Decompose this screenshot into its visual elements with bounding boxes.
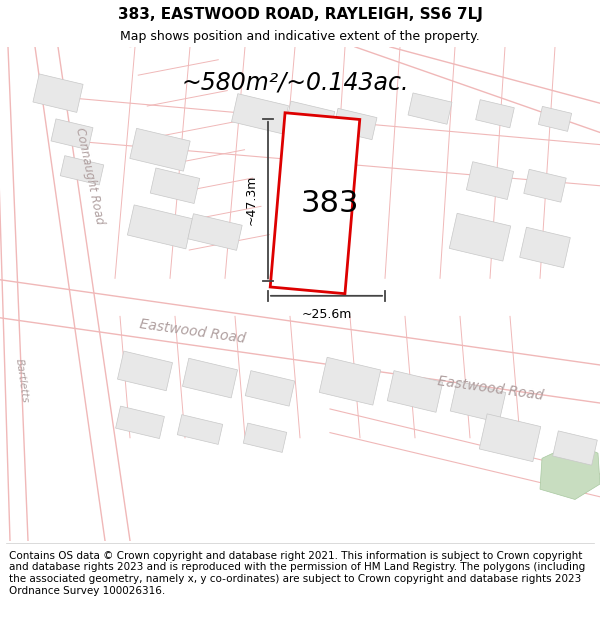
Polygon shape <box>150 168 200 204</box>
Polygon shape <box>182 358 238 398</box>
Text: 383: 383 <box>301 189 359 218</box>
Text: ~25.6m: ~25.6m <box>301 308 352 321</box>
Polygon shape <box>538 106 572 131</box>
Text: ~47.3m: ~47.3m <box>245 175 258 226</box>
Polygon shape <box>270 112 360 294</box>
Polygon shape <box>33 74 83 112</box>
Polygon shape <box>466 162 514 199</box>
Polygon shape <box>130 128 190 171</box>
Text: Eastwood Road: Eastwood Road <box>138 318 246 346</box>
Polygon shape <box>476 99 514 127</box>
Text: Bartletts: Bartletts <box>14 358 30 404</box>
Polygon shape <box>450 381 506 423</box>
Polygon shape <box>553 431 597 465</box>
Polygon shape <box>387 371 443 413</box>
Polygon shape <box>127 205 193 249</box>
Text: ~580m²/~0.143ac.: ~580m²/~0.143ac. <box>181 71 409 95</box>
Polygon shape <box>188 214 242 251</box>
Polygon shape <box>408 93 452 124</box>
Polygon shape <box>243 423 287 452</box>
Polygon shape <box>449 213 511 261</box>
Text: Connaught Road: Connaught Road <box>73 126 107 225</box>
Polygon shape <box>319 357 381 405</box>
Polygon shape <box>116 406 164 439</box>
Text: Eastwood Road: Eastwood Road <box>436 374 544 402</box>
Polygon shape <box>479 414 541 462</box>
Text: Contains OS data © Crown copyright and database right 2021. This information is : Contains OS data © Crown copyright and d… <box>9 551 585 596</box>
Polygon shape <box>177 414 223 444</box>
Text: Map shows position and indicative extent of the property.: Map shows position and indicative extent… <box>120 30 480 43</box>
Polygon shape <box>245 371 295 406</box>
Polygon shape <box>333 108 377 139</box>
Polygon shape <box>524 169 566 202</box>
Text: 383, EASTWOOD ROAD, RAYLEIGH, SS6 7LJ: 383, EASTWOOD ROAD, RAYLEIGH, SS6 7LJ <box>118 6 482 21</box>
Polygon shape <box>60 156 104 185</box>
Polygon shape <box>520 228 570 268</box>
Polygon shape <box>540 443 600 499</box>
Polygon shape <box>51 119 93 150</box>
Polygon shape <box>118 351 173 391</box>
Polygon shape <box>232 94 289 134</box>
Polygon shape <box>285 101 335 137</box>
